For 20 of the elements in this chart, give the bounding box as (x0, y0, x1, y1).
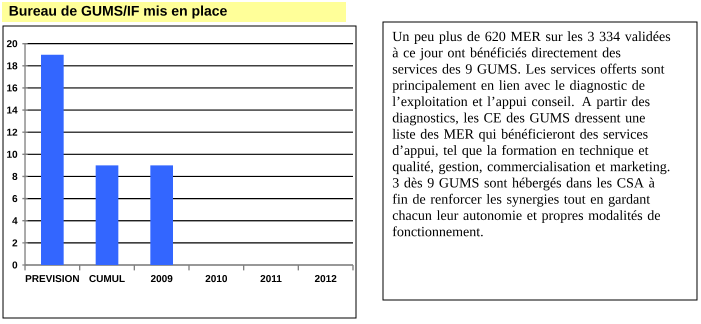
y-tick-label: 2 (12, 239, 18, 246)
x-tick-label: CUMUL (89, 275, 125, 282)
y-tick-label: 12 (7, 128, 18, 136)
y-tick-label: 16 (7, 84, 18, 92)
y-tick-label: 20 (6, 40, 18, 48)
x-tick-label: 2012 (314, 275, 336, 282)
y-tick-label: 10 (7, 150, 18, 158)
x-tick-label: 2010 (206, 275, 228, 282)
y-tick-label: 6 (12, 195, 18, 202)
text: Un peu plus de 620 MER sur les 3 334 validées à ce jour ont bénéficiés directement des services des 9 GUMS. Les services offerts sont principalement en lien avec le diagnostic de l’exploitation et l’appui conseil. A partir des diagnostics, les CE des GUMS dressent une liste des MER qui bénéficieront des services d’appui, tel que la formation en technique et qualité, gestion, commercialisation et marketing. (392, 31, 670, 174)
y-tick-label: 4 (12, 217, 18, 224)
y-tick-label: 18 (7, 62, 18, 70)
y-tick-label: 0 (12, 261, 18, 269)
x-tick-label: 2011 (260, 275, 282, 282)
chart-title: Bureau de GUMS/IF mis en place (10, 5, 227, 19)
y-tick-label: 8 (12, 172, 18, 180)
text: 3 dès 9 GUMS sont hébergés dans les CSA à fin de renforcer les synergies tout en gardant chacun leur autonomie et propres modalités de fonctionnement. (392, 178, 660, 236)
x-tick-label: 2009 (150, 275, 172, 282)
x-tick-label: PREVISION (26, 275, 79, 282)
y-tick-label: 14 (7, 106, 18, 114)
